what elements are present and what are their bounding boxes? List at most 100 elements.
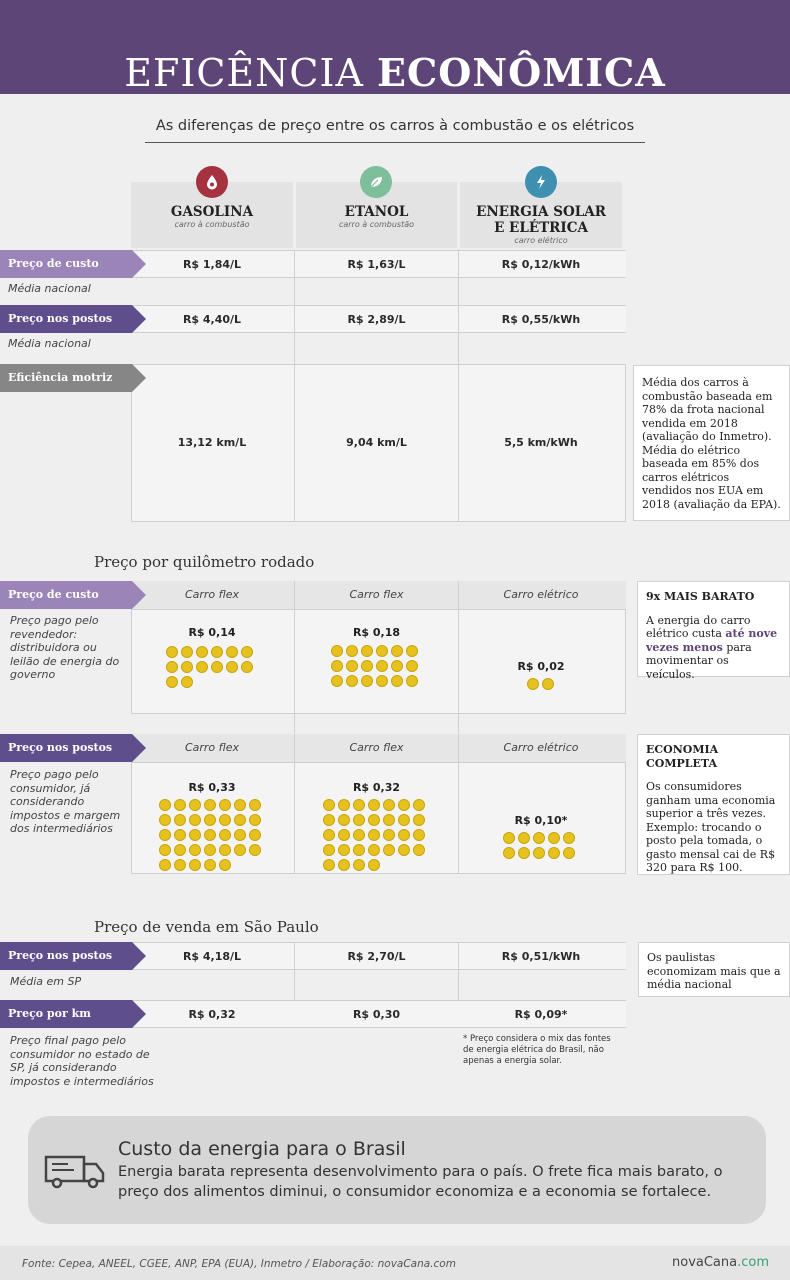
col-title: Carro flex: [349, 741, 404, 754]
coin-icon: [413, 814, 425, 826]
section-title-sp: Preço de venda em São Paulo: [94, 918, 319, 936]
cell-eficiencia-etanol: 9,04 km/L: [346, 436, 407, 449]
coin-icon: [338, 829, 350, 841]
fuel-sub: carro à combustão: [174, 220, 250, 229]
coin-icon: [376, 660, 388, 672]
coin-icon: [413, 829, 425, 841]
coin-icon: [249, 844, 261, 856]
coin-icon: [353, 829, 365, 841]
coin-icon: [383, 829, 395, 841]
coin-icon: [368, 799, 380, 811]
coin-icon: [159, 814, 171, 826]
cell-sp-km-gasolina: R$ 0,32: [188, 1008, 236, 1021]
side-note-title: ECONOMIA COMPLETA: [646, 743, 719, 770]
coin-icon: [413, 799, 425, 811]
coin-icon: [189, 859, 201, 871]
col-title: Carro flex: [184, 588, 240, 601]
price-km-custo-gasolina: R$ 0,14: [188, 626, 236, 639]
side-note-9x: 9x MAIS BARATO A energia do carro elétri…: [637, 581, 790, 681]
coin-icon: [331, 675, 343, 687]
energy-text: Energia barata representa desenvolviment…: [118, 1164, 723, 1200]
coin-icon: [181, 661, 193, 673]
coin-icon: [406, 660, 418, 672]
coin-icon: [174, 859, 186, 871]
coin-icon: [338, 799, 350, 811]
note-km-postos: Preço pago pelo consumidor, já considera…: [10, 768, 121, 835]
energy-title: Custo da energia para o Brasil: [118, 1138, 406, 1160]
side-note-body: A energia do carro elétrico custa até no…: [646, 613, 778, 681]
coin-icon: [166, 646, 178, 658]
cell-sp-km-etanol: R$ 0,30: [352, 1008, 401, 1021]
coin-icon: [346, 675, 358, 687]
cell-sp-postos-gasolina: R$ 4,18/L: [182, 950, 242, 963]
coin-icon: [338, 859, 350, 871]
coins-km-custo-etanol: [331, 645, 427, 687]
coin-icon: [196, 646, 208, 658]
coins-km-postos-gasolina: [159, 799, 269, 871]
header-banner: [0, 0, 790, 94]
fuel-header-etanol: ETANOL carro à combustão: [296, 204, 457, 229]
coin-icon: [211, 661, 223, 673]
cell-sp-km-eletrica: R$ 0,09*: [514, 1008, 568, 1021]
coin-icon: [204, 829, 216, 841]
coin-icon: [376, 645, 388, 657]
coins-km-postos-eletrica: [503, 832, 583, 859]
tag-preco-postos: Preço nos postos: [0, 305, 146, 333]
coin-icon: [346, 645, 358, 657]
tag-preco-custo: Preço de custo: [0, 250, 146, 278]
coin-icon: [323, 859, 335, 871]
divider: [458, 942, 459, 1028]
tag-km-postos: Preço nos postos: [0, 734, 146, 762]
coin-icon: [533, 832, 545, 844]
leaf-icon: [360, 166, 392, 198]
coins-km-custo-gasolina: [166, 646, 262, 688]
cell-postos-gasolina: R$ 4,40/L: [182, 313, 242, 326]
divider: [294, 581, 295, 733]
row-sp-km-values: [131, 1000, 626, 1028]
coin-icon: [323, 799, 335, 811]
coin-icon: [518, 847, 530, 859]
fuel-header-gasolina: GASOLINA carro à combustão: [131, 204, 293, 229]
coin-icon: [241, 661, 253, 673]
cell-postos-etanol: R$ 2,89/L: [347, 313, 406, 326]
tag-km-custo: Preço de custo: [0, 581, 146, 609]
divider: [458, 734, 459, 874]
coin-icon: [413, 844, 425, 856]
fuel-sub: carro elétrico: [514, 236, 568, 245]
coins-km-custo-eletrica: [527, 678, 567, 690]
coin-icon: [166, 661, 178, 673]
tag-sp-km: Preço por km: [0, 1000, 146, 1028]
cell-eficiencia-gasolina: 13,12 km/L: [177, 436, 247, 449]
row-eficiencia-box: [131, 364, 626, 522]
coin-icon: [159, 799, 171, 811]
coin-icon: [159, 844, 171, 856]
coin-icon: [196, 661, 208, 673]
coin-icon: [391, 645, 403, 657]
coin-icon: [353, 844, 365, 856]
km-postos-header-band: [131, 734, 626, 762]
coin-icon: [368, 829, 380, 841]
coin-icon: [189, 814, 201, 826]
cell-postos-eletrica: R$ 0,55/kWh: [501, 313, 581, 326]
coin-icon: [353, 799, 365, 811]
coin-icon: [383, 814, 395, 826]
coin-icon: [219, 859, 231, 871]
coin-icon: [166, 676, 178, 688]
coin-icon: [323, 814, 335, 826]
coin-icon: [204, 799, 216, 811]
coin-icon: [219, 829, 231, 841]
price-km-postos-eletrica: R$ 0,10*: [514, 814, 568, 827]
col-title: Carro flex: [349, 588, 404, 601]
price-km-postos-gasolina: R$ 0,33: [188, 781, 236, 794]
coin-icon: [159, 859, 171, 871]
footer-source: Fonte: Cepea, ANEEL, CGEE, ANP, EPA (EUA…: [22, 1258, 456, 1270]
coin-icon: [563, 832, 575, 844]
side-note-body: Os consumidores ganham uma economia supe…: [646, 780, 776, 874]
divider: [294, 364, 295, 522]
coin-icon: [406, 645, 418, 657]
coin-icon: [234, 814, 246, 826]
coin-icon: [189, 844, 201, 856]
fuel-name: GASOLINA: [170, 204, 254, 220]
cell-sp-postos-eletrica: R$ 0,51/kWh: [501, 950, 581, 963]
coin-icon: [249, 814, 261, 826]
